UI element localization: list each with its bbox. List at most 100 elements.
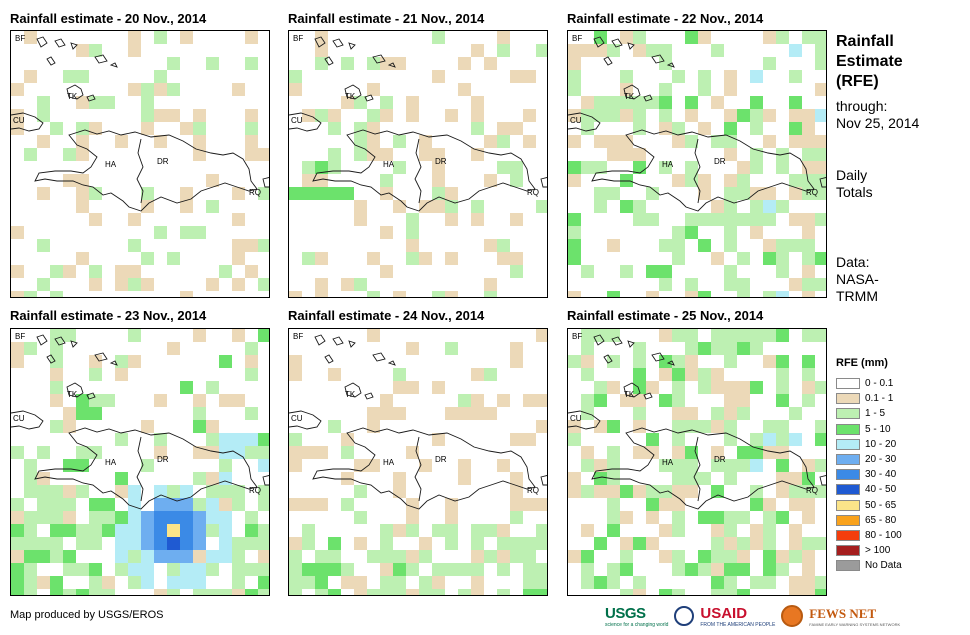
hispaniola-outline [312,129,536,212]
rainfall-cell [328,420,341,433]
label-dr: DR [714,157,726,166]
legend-item: No Data [836,559,902,572]
rainfall-cell [232,329,245,342]
rainfall-cell [711,252,724,265]
rainfall-cell [536,329,547,342]
label-tk: TK [67,390,78,399]
bahamas-outline [94,352,108,362]
rainfall-cell [672,122,685,135]
label-tk: TK [624,390,635,399]
rainfall-cell [102,511,115,524]
rainfall-cell [737,174,750,187]
rainfall-cell [167,57,180,70]
rainfall-cell [789,135,802,148]
rainfall-cell [180,187,193,200]
rainfall-cell [232,485,245,498]
rainfall-cell [380,394,393,407]
rainfall-cell [432,524,445,537]
rainfall-cell [724,109,737,122]
label-tk: TK [345,390,356,399]
info-title-line3: (RFE) [836,73,879,90]
rainfall-cell [128,83,141,96]
rainfall-cell [37,109,50,122]
rainfall-cell [167,524,180,537]
fews-net-logo-tagline: FAMINE EARLY WARNING SYSTEMS NETWORK [809,621,901,627]
rainfall-cell [750,187,763,200]
rainfall-cell [724,407,737,420]
rainfall-cell [711,44,724,57]
rainfall-cell [724,550,737,563]
rainfall-cell [393,161,406,174]
rainfall-cell [354,148,367,161]
rainfall-cell [763,537,776,550]
rainfall-cell [63,420,76,433]
rainfall-cell [302,161,315,174]
rainfall-cell [115,135,128,148]
legend-title: RFE (mm) [836,357,888,369]
rainfall-cell [406,524,419,537]
rainfall-cell [763,576,776,589]
rainfall-cell [620,109,633,122]
rainfall-cell [24,291,37,297]
rainfall-cell [763,433,776,446]
rainfall-cell [154,524,167,537]
rainfall-cell [789,122,802,135]
turks-caicos-outline [364,94,374,102]
rainfall-cell [432,563,445,576]
rainfall-cell [128,329,141,342]
rainfall-cell [646,537,659,550]
rainfall-cell [341,187,354,200]
rainfall-cell [232,537,245,550]
usaid-logo: USAID FROM THE AMERICAN PEOPLE [700,605,775,628]
rainfall-cell [711,589,724,595]
rainfall-cell [76,70,89,83]
rainfall-cell [607,291,620,297]
rainfall-cell [815,213,826,226]
label-dr: DR [157,157,169,166]
rainfall-cell [698,174,711,187]
rainfall-cell [737,278,750,291]
label-ha: HA [105,160,117,169]
rainfall-cell [89,278,102,291]
rainfall-cell [315,563,328,576]
haiti-dr-border [414,436,422,502]
rainfall-cell [607,187,620,200]
rainfall-cell [620,485,633,498]
label-rq: RQ [806,486,818,495]
rainfall-cell [232,278,245,291]
rainfall-cell [763,31,776,44]
map-credit: Map produced by USGS/EROS [10,609,164,621]
rainfall-cell [89,96,102,109]
rainfall-cell [698,291,711,297]
rainfall-cell [315,291,328,297]
rainfall-cell [232,239,245,252]
rainfall-cell [289,550,302,563]
rainfall-cell [258,485,269,498]
rainfall-cell [302,537,315,550]
rainfall-cell [63,589,76,595]
rainfall-cell [354,537,367,550]
rainfall-cell [37,135,50,148]
rainfall-cell [510,472,523,485]
rainfall-cell [89,187,102,200]
rainfall-cell [367,122,380,135]
rainfall-cell [672,550,685,563]
rainfall-cell [789,407,802,420]
rainfall-cell [815,44,826,57]
rainfall-cell [776,291,789,297]
rainfall-cell [37,550,50,563]
rainfall-cell [445,511,458,524]
rainfall-cell [471,213,484,226]
rainfall-cell [50,291,63,297]
rainfall-cell [245,239,258,252]
rainfall-cell [510,537,523,550]
rainfall-cell [763,498,776,511]
turks-caicos-outline [643,392,653,400]
rainfall-cell [510,265,523,278]
rainfall-cell [497,252,510,265]
rainfall-cell [193,420,206,433]
rainfall-cell [750,433,763,446]
rainfall-cell [711,485,724,498]
label-cu: CU [570,116,582,125]
rainfall-cell [737,589,750,595]
